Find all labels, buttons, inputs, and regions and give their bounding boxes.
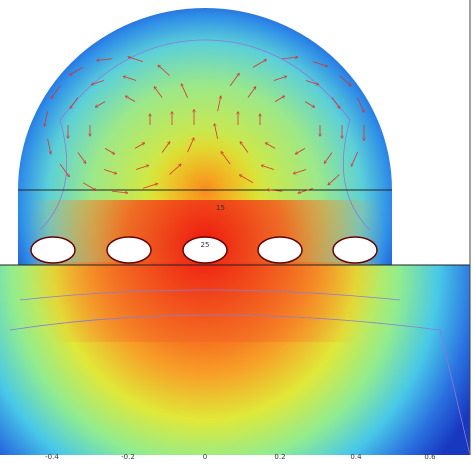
contour <box>39 39 371 231</box>
flow-arrow <box>267 190 283 192</box>
contour-label: 25 <box>201 241 210 249</box>
hole <box>106 236 152 264</box>
flow-arrow <box>261 165 275 170</box>
hole <box>257 236 303 264</box>
holes <box>30 236 378 264</box>
hole <box>332 236 378 264</box>
flow-arrow <box>51 85 61 98</box>
x-tick-label: 0.6 <box>424 453 436 461</box>
flow-arrow <box>304 101 315 108</box>
contour <box>9 314 471 456</box>
flow-arrow <box>331 97 340 108</box>
flow-arrow <box>59 163 69 176</box>
flow-arrow <box>91 80 105 84</box>
flow-arrow <box>95 101 106 108</box>
flow-arrow <box>252 60 266 68</box>
flow-arrow <box>357 97 364 112</box>
flow-arrow <box>125 96 136 102</box>
flow-arrow <box>339 75 351 86</box>
flow-arrow <box>240 142 249 153</box>
flow-arrow <box>294 169 307 174</box>
flow-arrow <box>103 169 117 174</box>
contour <box>19 289 401 301</box>
flow-arrow <box>169 164 181 175</box>
flow-arrow <box>312 61 328 67</box>
flow-arrow <box>97 58 113 61</box>
flow-arrow <box>158 65 170 76</box>
hole <box>182 236 228 264</box>
flow-arrow <box>70 66 84 75</box>
flow-arrow <box>298 187 313 193</box>
flow-arrow <box>47 138 51 154</box>
x-tick-label: 0.2 <box>274 453 285 461</box>
flow-arrow <box>240 175 254 184</box>
flow-arrow <box>221 152 231 165</box>
contour-label: 15 <box>216 204 225 212</box>
flow-arrow <box>70 97 79 108</box>
flow-arrow <box>82 182 96 191</box>
flow-arrow <box>134 143 145 149</box>
flow-arrow <box>44 111 49 126</box>
flow-arrow <box>273 76 287 81</box>
hole <box>30 236 76 264</box>
flow-arrow <box>104 148 115 154</box>
flow-arrow <box>214 124 219 139</box>
flow-arrow <box>181 84 188 99</box>
x-tick-label: 0.4 <box>350 453 362 461</box>
flow-arrow <box>324 152 333 164</box>
flow-arrow <box>282 57 297 60</box>
hot-zone-lower <box>0 262 470 342</box>
flow-arrow <box>142 184 158 189</box>
flow-arrow <box>187 138 194 153</box>
x-tick-label: -0.4 <box>45 453 59 461</box>
flow-arrow <box>328 174 340 184</box>
flow-arrow <box>128 57 143 63</box>
x-tick-label: 0 <box>203 453 207 461</box>
flow-arrow <box>112 190 127 193</box>
flow-arrow <box>265 143 276 149</box>
x-tick-label: -0.2 <box>121 453 135 461</box>
flow-arrow <box>124 76 137 81</box>
flow-arrow <box>217 96 221 112</box>
flow-arrow <box>77 152 86 164</box>
flow-arrow <box>274 96 285 102</box>
flow-arrow <box>351 151 358 166</box>
flow-arrow <box>305 80 319 84</box>
flow-arrow <box>247 87 256 98</box>
arrows <box>44 57 364 193</box>
flow-arrow <box>295 148 306 154</box>
flow-arrow <box>135 165 149 170</box>
flow-arrow <box>229 73 239 87</box>
flow-arrow <box>161 142 170 153</box>
flow-arrow <box>154 87 163 98</box>
